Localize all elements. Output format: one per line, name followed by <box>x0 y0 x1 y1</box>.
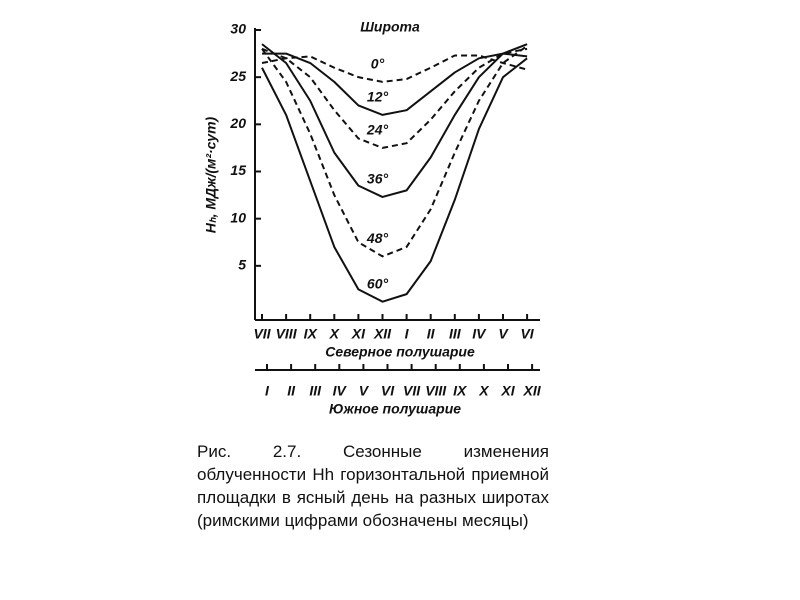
x2-axis-label: Южное полушарие <box>329 401 461 417</box>
x2-tick-label: I <box>265 383 270 399</box>
series-label: 48° <box>366 230 389 246</box>
x2-tick-label: VI <box>381 383 395 399</box>
x-tick-label: IV <box>472 326 487 342</box>
x-tick-label: X <box>329 326 341 342</box>
x-axis-label: Северное полушарие <box>325 344 475 360</box>
y-tick-label: 20 <box>229 115 246 131</box>
series-line <box>261 43 528 198</box>
y-tick-label: 5 <box>238 257 246 273</box>
series-line <box>261 47 528 149</box>
x-tick-label: I <box>405 326 410 342</box>
x-tick-label: III <box>449 326 462 342</box>
x-tick-label: VIII <box>276 326 298 342</box>
series-line <box>262 52 528 116</box>
y-tick-label: 30 <box>230 21 246 37</box>
x2-tick-label: V <box>359 383 370 399</box>
caption: Рис. 2.7. Сезонные изменения облученност… <box>197 442 549 530</box>
series-label: 12° <box>367 89 389 105</box>
y-tick-label: 25 <box>229 68 246 84</box>
y-tick-label: 15 <box>230 162 246 178</box>
x2-tick-label: X <box>478 383 490 399</box>
x-tick-label: VI <box>520 326 534 342</box>
x2-tick-label: III <box>309 383 322 399</box>
x2-tick-label: XII <box>523 383 542 399</box>
x2-tick-label: VIII <box>425 383 447 399</box>
series-label: 60° <box>367 275 389 291</box>
legend-title: Широта <box>360 19 420 35</box>
x-tick-label: V <box>498 326 509 342</box>
x-tick-label: XI <box>351 326 366 342</box>
x2-tick-label: IX <box>453 383 468 399</box>
x-tick-label: IX <box>304 326 319 342</box>
series-line <box>261 45 528 258</box>
series-label: 0° <box>371 56 385 72</box>
x-tick-label: VII <box>253 326 271 342</box>
series-line <box>261 57 528 303</box>
series-label: 36° <box>367 171 389 187</box>
y-axis-label: Hₕ, МДж/(м²·сут) <box>203 116 219 233</box>
y-tick-label: 10 <box>230 209 246 225</box>
series-label: 24° <box>366 122 389 138</box>
chart: Широта Hₕ, МДж/(м²·сут) Северное полушар… <box>203 19 542 417</box>
x2-tick-label: II <box>287 383 296 399</box>
x2-tick-label: IV <box>333 383 348 399</box>
x-tick-label: II <box>427 326 436 342</box>
x-tick-label: XII <box>373 326 392 342</box>
x2-tick-label: VII <box>403 383 421 399</box>
x2-tick-label: XI <box>500 383 515 399</box>
